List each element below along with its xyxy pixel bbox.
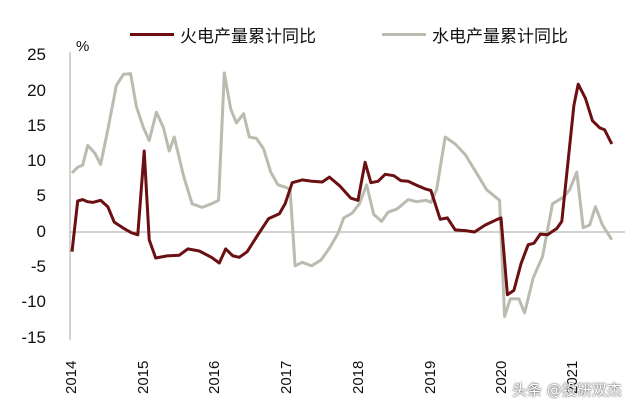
legend: 火电产量累计同比 水电产量累计同比 <box>0 22 640 52</box>
x-tick-label: 2020 <box>493 360 510 394</box>
y-tick-label: 0 <box>36 222 46 241</box>
y-tick-label: 20 <box>27 81 46 100</box>
x-tick-label: 2015 <box>135 360 152 394</box>
x-tick-label: 2017 <box>278 360 295 394</box>
y-tick-label: -15 <box>21 328 46 347</box>
y-tick-label: 25 <box>27 45 46 64</box>
watermark: 头条 @投研双杰 <box>512 381 622 399</box>
x-tick-label: 2019 <box>422 360 439 394</box>
legend-item-thermal: 火电产量累计同比 <box>130 22 316 47</box>
legend-swatch-hydro <box>382 33 426 36</box>
legend-swatch-thermal <box>130 33 174 36</box>
y-tick-label: 15 <box>27 116 46 135</box>
y-axis-unit: % <box>76 38 90 55</box>
y-tick-label: -5 <box>30 257 46 276</box>
thermal-power-line <box>70 82 614 297</box>
legend-item-hydro: 水电产量累计同比 <box>382 22 568 47</box>
y-tick-label: 5 <box>36 186 46 205</box>
legend-label-hydro: 水电产量累计同比 <box>432 27 568 47</box>
series-layer <box>70 71 614 318</box>
x-tick-label: 2018 <box>350 360 367 394</box>
hydro-power-line <box>70 71 614 318</box>
y-tick-label: 10 <box>27 151 46 170</box>
y-tick-label: -10 <box>21 292 46 311</box>
x-tick-label: 2016 <box>206 360 223 394</box>
x-tick-label: 2014 <box>63 360 80 394</box>
legend-label-thermal: 火电产量累计同比 <box>180 27 316 47</box>
